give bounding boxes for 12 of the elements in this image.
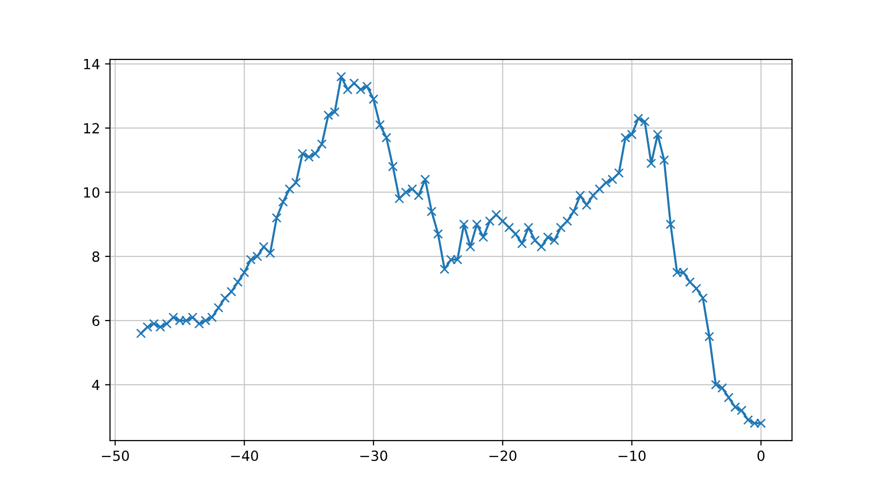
x-tick-label: −40 — [231, 450, 258, 462]
x-tick-label: −20 — [489, 450, 516, 462]
y-tick-label: 8 — [92, 251, 100, 262]
y-tick-label: 10 — [84, 187, 100, 198]
y-tick-label: 6 — [92, 316, 100, 326]
x-tick-label: −10 — [618, 450, 646, 462]
x-tick-label: 0 — [757, 450, 764, 462]
x-tick-label: −30 — [360, 450, 388, 462]
x-tick-label: −50 — [102, 450, 129, 462]
y-tick-label: 14 — [84, 59, 100, 70]
y-tick-label: 4 — [92, 380, 100, 390]
y-tick-label: 12 — [84, 123, 99, 134]
